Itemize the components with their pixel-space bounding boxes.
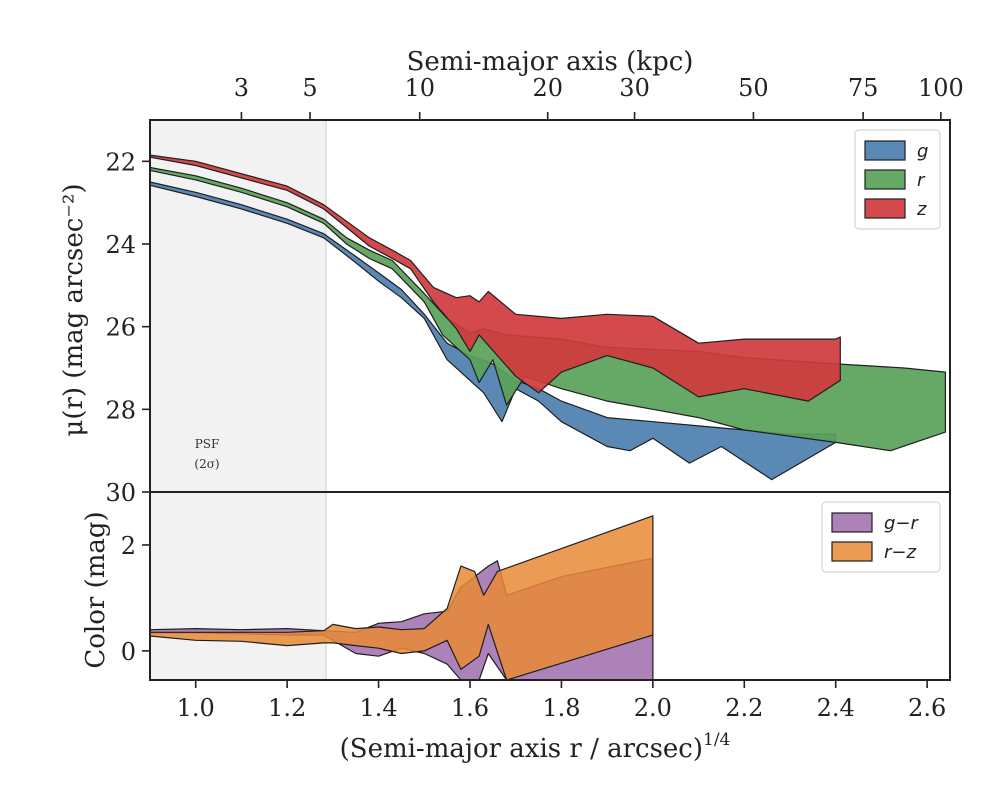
bottom-x-tick-label: 2.4 xyxy=(817,694,855,722)
bottom-x-axis-label: (Semi-major axis r / arcsec)1/4 xyxy=(340,730,731,764)
top-legend-label: r xyxy=(917,170,926,191)
psf-shaded-region-bottom xyxy=(150,492,327,680)
top-y-tick-label: 24 xyxy=(105,231,136,259)
bottom-legend-label: r−z xyxy=(884,542,916,563)
top-kpc-tick-label: 10 xyxy=(404,74,435,102)
bottom-x-tick-label: 1.0 xyxy=(177,694,215,722)
top-x-axis-label: Semi-major axis (kpc) xyxy=(407,47,694,77)
bottom-legend: g−r r−z xyxy=(821,501,941,573)
bottom-x-tick-label: 1.8 xyxy=(542,694,580,722)
bottom-x-tick-label: 2.0 xyxy=(634,694,672,722)
top-kpc-tick-label: 5 xyxy=(302,74,317,102)
surface-brightness-panel: 22 24 26 28 30 3 5 10 20 30 50 75 100 Semi-major ax… xyxy=(59,47,964,507)
top-legend-label: z xyxy=(916,199,927,220)
top-legend-swatch xyxy=(864,198,906,219)
color-panel: 02 1.0 1.2 1.4 1.6 1.8 2.0 2.2 2.4 2.6 Color (ma… xyxy=(81,491,951,764)
psf-sigma-label: (2σ) xyxy=(194,457,219,471)
bottom-panel-frame xyxy=(149,491,951,681)
bottom-x-tick-label: 1.2 xyxy=(268,694,306,722)
top-kpc-tick-label: 75 xyxy=(848,74,879,102)
top-y-tick-label: 28 xyxy=(105,396,136,424)
bottom-x-axis-ticks: 1.0 1.2 1.4 1.6 1.8 2.0 2.2 2.4 2.6 xyxy=(177,680,946,722)
top-y-tick-label: 30 xyxy=(105,479,136,507)
top-band-z xyxy=(149,154,841,402)
psf-label: PSF xyxy=(195,437,220,451)
top-band-g xyxy=(149,181,837,481)
bottom-y-axis-label: Color (mag) xyxy=(81,511,111,668)
psf-band-top xyxy=(150,120,326,492)
top-kpc-tick-label: 30 xyxy=(619,74,650,102)
top-kpc-tick-label: 50 xyxy=(738,74,769,102)
psf-band-bottom xyxy=(150,492,326,680)
x-axis-label-exponent: 1/4 xyxy=(703,730,730,750)
top-kpc-tick-label: 100 xyxy=(918,74,964,102)
bottom-y-tick-label: 2 xyxy=(121,532,136,560)
bottom-y-tick-label: 0 xyxy=(121,638,136,666)
x-axis-label-main: (Semi-major axis r / arcsec) xyxy=(340,734,703,764)
top-y-tick-label: 26 xyxy=(105,314,136,342)
bottom-y-axis-ticks: 02 xyxy=(121,532,150,666)
surface-brightness-bands xyxy=(149,154,947,481)
top-y-axis-ticks: 22 24 26 28 30 xyxy=(105,148,150,507)
bottom-x-tick-label: 2.6 xyxy=(908,694,946,722)
top-legend-label: g xyxy=(917,141,928,162)
bottom-legend-swatch xyxy=(831,512,873,533)
bottom-x-tick-label: 2.2 xyxy=(725,694,763,722)
bottom-legend-swatch xyxy=(831,541,873,562)
bottom-x-tick-label: 1.6 xyxy=(451,694,489,722)
color-bands xyxy=(149,515,654,681)
top-y-axis-label: μ(r) (mag arcsec⁻²) xyxy=(59,183,89,436)
bottom-legend-label: g−r xyxy=(884,513,920,534)
top-kpc-axis-ticks: 3 5 10 20 30 50 75 100 xyxy=(234,74,964,120)
top-legend-swatch xyxy=(864,169,906,190)
bottom-x-tick-label: 1.4 xyxy=(359,694,397,722)
top-y-tick-label: 22 xyxy=(105,148,136,176)
bottom-band-rz xyxy=(149,515,654,681)
top-legend: grz xyxy=(854,129,941,230)
top-kpc-tick-label: 3 xyxy=(234,74,249,102)
top-legend-swatch xyxy=(864,140,906,161)
top-kpc-tick-label: 20 xyxy=(532,74,563,102)
psf-shaded-region xyxy=(150,120,327,492)
